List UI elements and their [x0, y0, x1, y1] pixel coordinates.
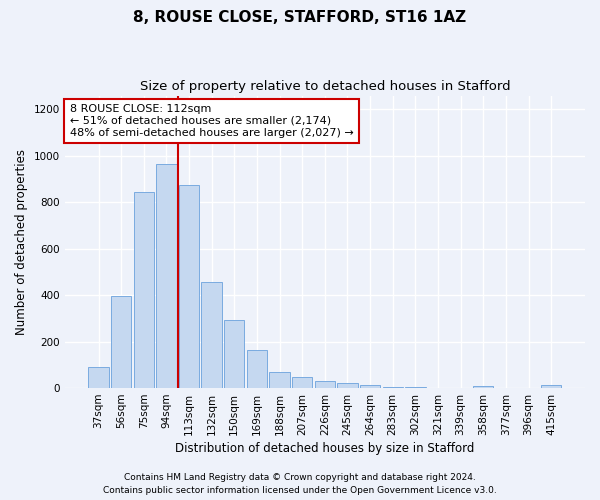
Bar	[360, 386, 380, 388]
Text: 8, ROUSE CLOSE, STAFFORD, ST16 1AZ: 8, ROUSE CLOSE, STAFFORD, ST16 1AZ	[133, 10, 467, 25]
Text: 8 ROUSE CLOSE: 112sqm
← 51% of detached houses are smaller (2,174)
48% of semi-d: 8 ROUSE CLOSE: 112sqm ← 51% of detached …	[70, 104, 353, 138]
Bar	[111, 296, 131, 388]
Bar	[314, 381, 335, 388]
Y-axis label: Number of detached properties: Number of detached properties	[15, 149, 28, 335]
Bar	[337, 384, 358, 388]
Bar	[88, 367, 109, 388]
Bar	[292, 377, 313, 388]
Text: Contains HM Land Registry data © Crown copyright and database right 2024.
Contai: Contains HM Land Registry data © Crown c…	[103, 474, 497, 495]
Bar	[383, 387, 403, 388]
Title: Size of property relative to detached houses in Stafford: Size of property relative to detached ho…	[140, 80, 510, 93]
Bar	[247, 350, 267, 388]
Bar	[224, 320, 244, 388]
Bar	[156, 164, 176, 388]
Bar	[134, 192, 154, 388]
Bar	[269, 372, 290, 388]
Bar	[202, 282, 222, 388]
Bar	[179, 185, 199, 388]
Bar	[473, 386, 493, 388]
Bar	[541, 386, 562, 388]
X-axis label: Distribution of detached houses by size in Stafford: Distribution of detached houses by size …	[175, 442, 475, 455]
